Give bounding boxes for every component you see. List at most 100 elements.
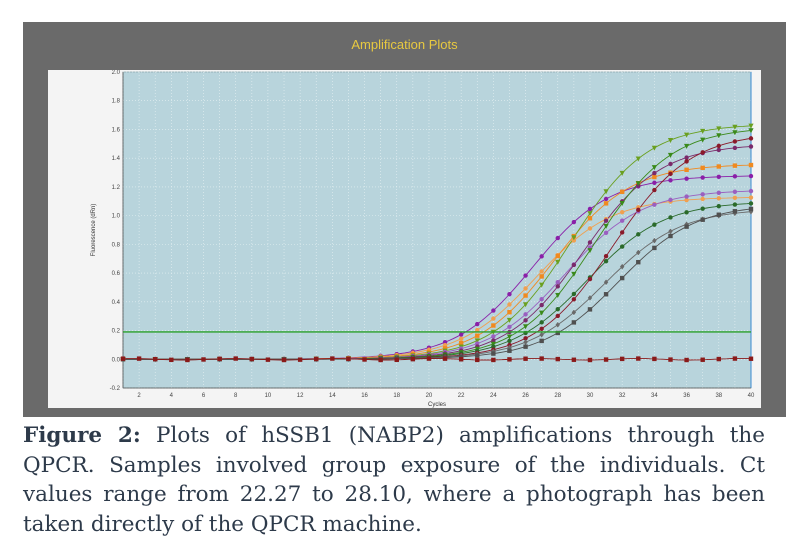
data-point — [748, 128, 754, 134]
data-point — [297, 357, 303, 362]
data-point — [523, 312, 528, 317]
data-point — [636, 356, 641, 361]
data-point — [748, 206, 754, 212]
data-point — [265, 357, 271, 362]
data-point — [748, 162, 754, 168]
data-point — [700, 196, 705, 202]
y-tick-label: 0.0 — [112, 357, 121, 363]
data-point — [716, 126, 722, 132]
data-point — [587, 307, 593, 312]
data-point — [748, 144, 754, 149]
data-point — [571, 291, 577, 297]
data-point — [603, 196, 609, 202]
data-point — [555, 307, 560, 312]
data-point — [539, 282, 545, 288]
data-point — [587, 226, 593, 231]
data-point — [475, 321, 480, 327]
data-point — [652, 170, 657, 176]
data-point — [684, 155, 689, 160]
data-point — [603, 254, 609, 259]
x-tick-label: 2 — [137, 393, 141, 399]
data-point — [603, 218, 609, 223]
data-point — [571, 357, 577, 362]
data-point — [587, 211, 593, 217]
data-point — [523, 293, 528, 298]
data-point — [732, 209, 738, 214]
data-point — [523, 336, 528, 341]
data-point — [732, 124, 738, 130]
data-point — [201, 357, 206, 362]
data-point — [619, 356, 625, 362]
data-point — [716, 164, 721, 169]
data-point — [169, 357, 174, 363]
data-point — [652, 202, 657, 207]
data-point — [233, 356, 238, 361]
data-point — [153, 356, 158, 362]
x-tick-label: 26 — [522, 393, 529, 399]
data-point — [491, 357, 496, 363]
data-point — [716, 204, 721, 209]
data-point — [683, 143, 690, 149]
data-point — [491, 334, 496, 339]
data-point — [732, 189, 738, 194]
data-point — [635, 156, 641, 162]
data-point — [555, 235, 560, 241]
data-point — [555, 253, 560, 259]
data-point — [474, 338, 480, 344]
data-point — [732, 130, 738, 136]
data-point — [539, 356, 544, 361]
data-point — [668, 197, 673, 203]
data-point — [700, 217, 705, 222]
data-point — [652, 174, 657, 180]
data-point — [475, 357, 480, 363]
data-point — [539, 302, 544, 308]
data-point — [410, 356, 416, 362]
y-tick-label: 1.6 — [112, 127, 121, 133]
data-point — [652, 237, 657, 244]
y-tick-label: 0.8 — [112, 242, 121, 248]
data-point — [458, 357, 464, 362]
data-point — [651, 145, 657, 151]
data-point — [603, 259, 609, 264]
data-point — [652, 222, 657, 227]
x-tick-label: 16 — [361, 393, 368, 399]
data-point — [732, 356, 738, 361]
data-point — [603, 292, 609, 297]
data-point — [507, 324, 512, 330]
data-point — [458, 336, 464, 341]
data-point — [748, 195, 754, 200]
data-point — [475, 341, 480, 346]
data-point — [684, 221, 689, 228]
data-point — [684, 194, 689, 199]
data-point — [507, 357, 512, 362]
x-tick-label: 14 — [329, 393, 336, 399]
data-point — [700, 357, 705, 362]
data-point — [636, 249, 641, 256]
data-point — [603, 357, 609, 362]
data-point — [523, 318, 528, 323]
data-point — [635, 181, 641, 187]
data-point — [539, 274, 544, 279]
amplification-chart: -0.20.00.20.40.60.81.01.21.41.61.82.02 4 6… — [91, 70, 755, 408]
data-point — [571, 235, 577, 241]
data-point — [619, 244, 625, 249]
data-point — [700, 128, 706, 134]
data-point — [652, 180, 657, 185]
x-tick-label: 36 — [683, 393, 690, 399]
data-point — [571, 219, 577, 225]
y-tick-label: 1.2 — [112, 185, 121, 191]
y-tick-label: 2.0 — [112, 70, 121, 76]
data-point — [426, 356, 432, 361]
data-point — [684, 224, 689, 229]
data-point — [732, 202, 738, 207]
data-point — [555, 259, 561, 265]
data-point — [555, 284, 560, 289]
data-point — [587, 295, 593, 301]
data-point — [587, 240, 593, 245]
data-point — [523, 273, 528, 278]
data-point — [523, 356, 528, 361]
data-point — [652, 356, 657, 362]
data-point — [571, 297, 577, 302]
x-tick-label: 8 — [234, 393, 238, 399]
data-point — [587, 216, 593, 221]
